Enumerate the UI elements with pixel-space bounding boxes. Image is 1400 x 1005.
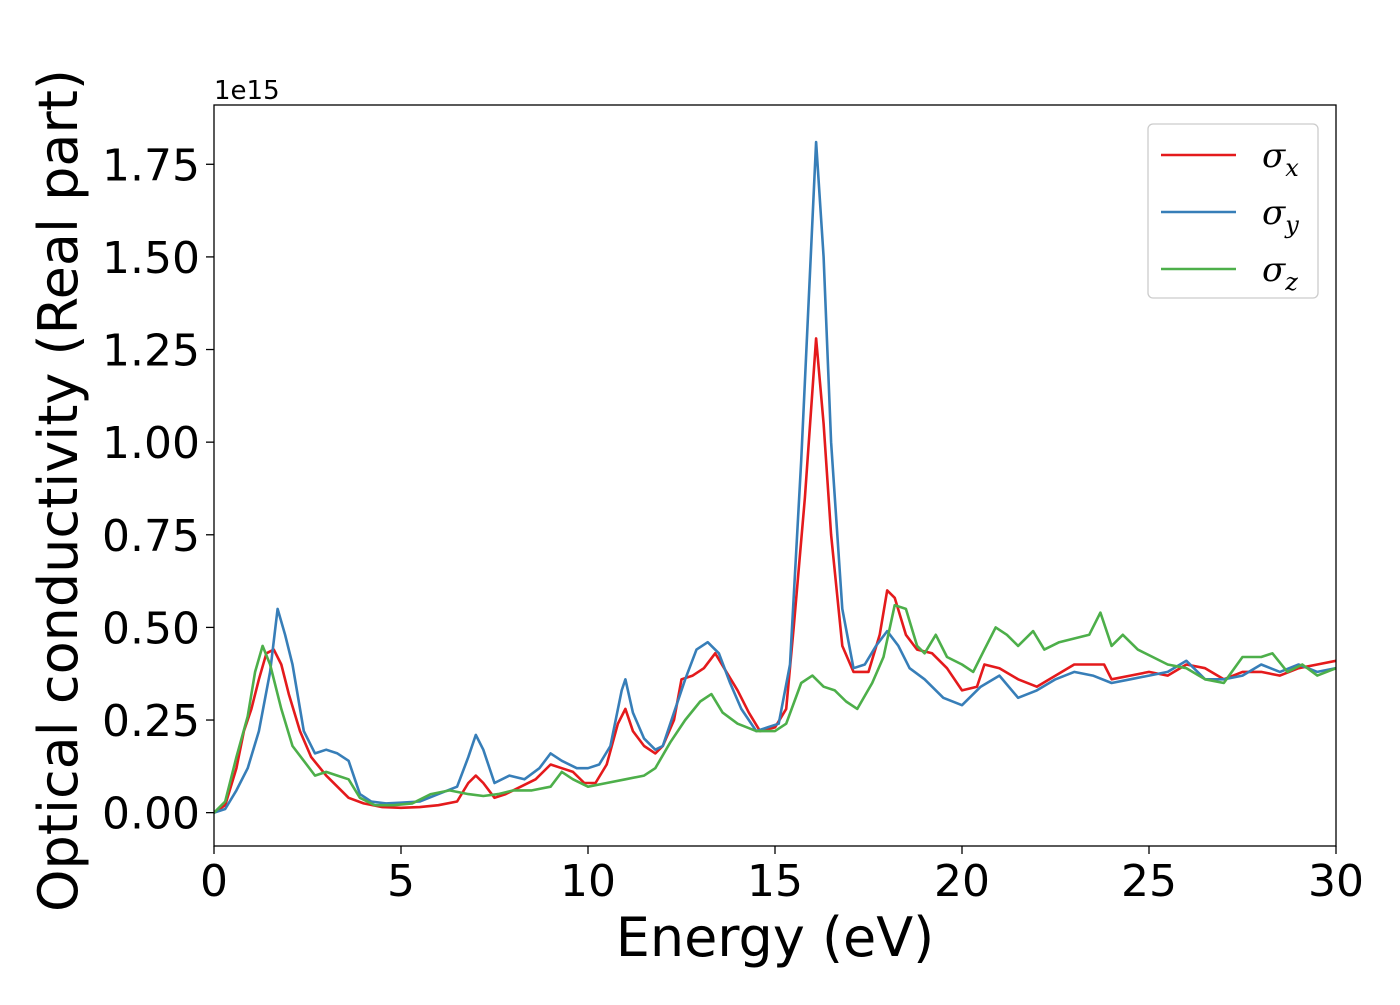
- y-tick-label: 1.75: [102, 140, 200, 191]
- y-tick-label: 0.75: [102, 511, 200, 562]
- x-axis-label: Energy (eV): [616, 906, 935, 969]
- legend-label: σy: [1262, 193, 1299, 239]
- y-tick-label: 0.50: [102, 603, 200, 654]
- x-tick-label: 5: [387, 856, 415, 907]
- series-line-2: [214, 140, 1336, 814]
- y-axis: 0.00 0.25 0.50 0.75 1.00 1.25 1.50 1.75: [102, 140, 214, 840]
- x-tick-label: 30: [1308, 856, 1364, 907]
- y-tick-label: 1.50: [102, 233, 200, 284]
- legend-label: σz: [1262, 250, 1298, 296]
- x-tick-label: 25: [1121, 856, 1177, 907]
- x-tick-label: 15: [747, 856, 803, 907]
- x-tick-label: 20: [934, 856, 990, 907]
- legend: σx σy σz: [1147, 123, 1319, 299]
- y-offset-label: 1e15: [214, 76, 280, 106]
- legend-label: σx: [1262, 136, 1299, 182]
- series-line-1: [214, 337, 1336, 814]
- x-tick-label: 10: [560, 856, 616, 907]
- x-axis: 0 5 10 15 20 25 30: [200, 846, 1364, 907]
- y-tick-label: 0.25: [102, 696, 200, 747]
- x-tick-label: 0: [200, 856, 228, 907]
- series-line-3: [214, 603, 1336, 814]
- y-axis-label: Optical conductivity (Real part): [27, 69, 90, 912]
- y-tick-label: 1.00: [102, 418, 200, 469]
- series-layer: [214, 140, 1336, 814]
- y-tick-label: 0.00: [102, 789, 200, 840]
- y-tick-label: 1.25: [102, 326, 200, 377]
